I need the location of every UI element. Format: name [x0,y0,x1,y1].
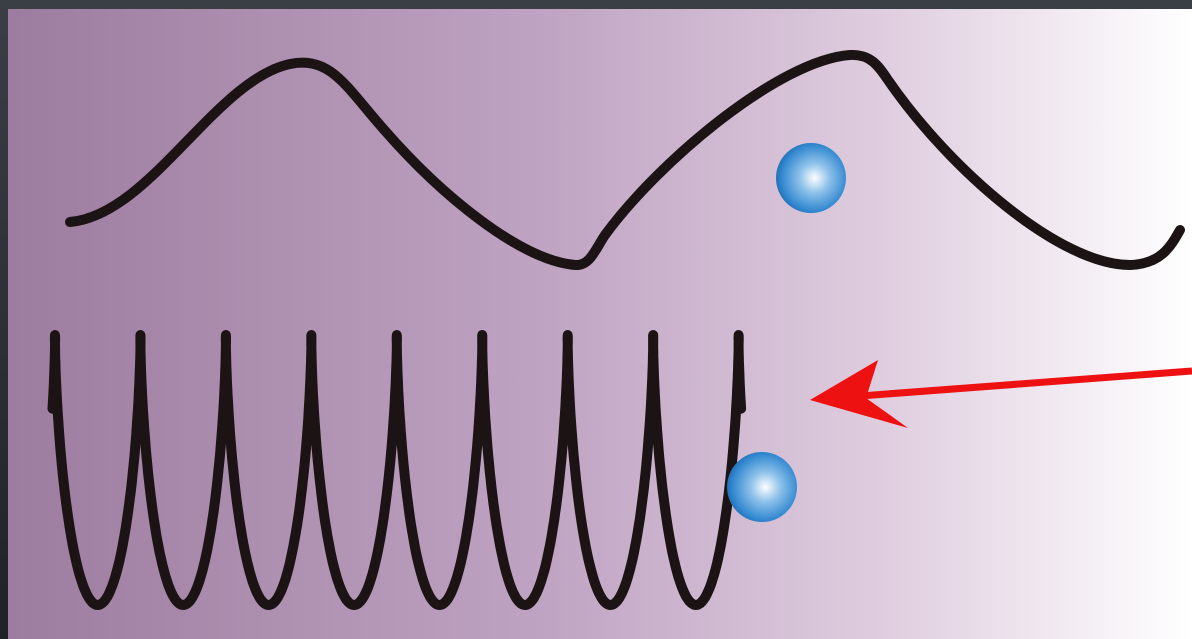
particle [727,452,797,522]
illustration [0,0,1192,639]
particle [776,143,846,213]
panel [8,9,1192,639]
